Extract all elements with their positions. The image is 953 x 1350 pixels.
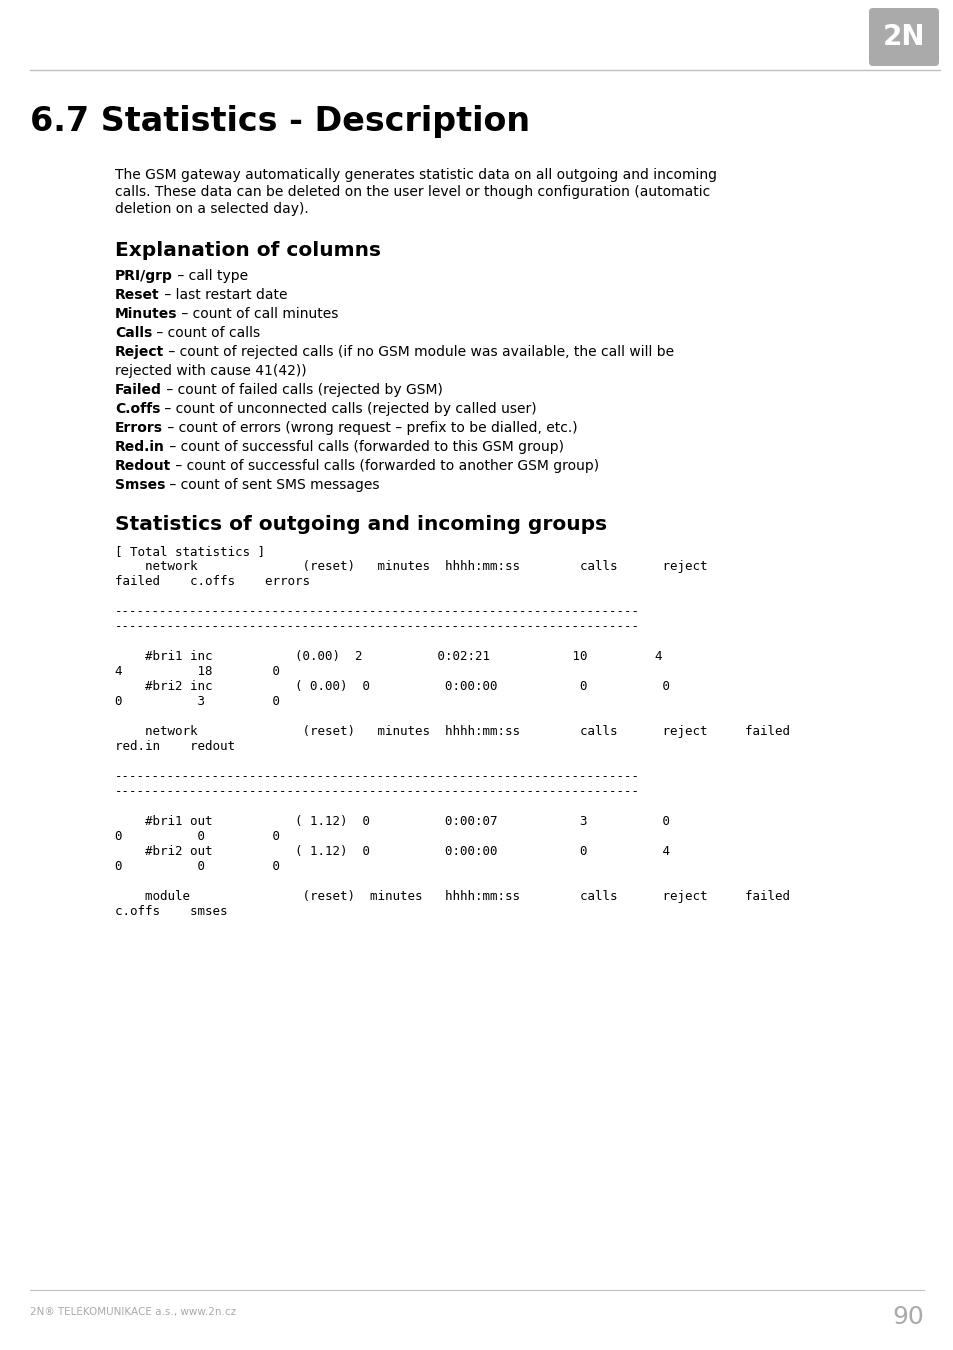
Text: 4          18        0: 4 18 0 <box>115 666 280 678</box>
Text: – call type: – call type <box>172 269 248 284</box>
Text: calls. These data can be deleted on the user level or though configuration (auto: calls. These data can be deleted on the … <box>115 185 709 198</box>
Text: red.in    redout: red.in redout <box>115 740 234 753</box>
Text: 90: 90 <box>891 1305 923 1328</box>
Text: – count of successful calls (forwarded to another GSM group): – count of successful calls (forwarded t… <box>172 459 598 472</box>
Text: ----------------------------------------------------------------------: ----------------------------------------… <box>115 784 639 798</box>
Text: Errors: Errors <box>115 421 163 435</box>
Text: #bri2 out           ( 1.12)  0          0:00:00           0          4: #bri2 out ( 1.12) 0 0:00:00 0 4 <box>115 845 669 859</box>
Text: network              (reset)   minutes  hhhh:mm:ss        calls      reject     : network (reset) minutes hhhh:mm:ss calls… <box>115 725 789 738</box>
Text: Reject: Reject <box>115 346 164 359</box>
Text: Minutes: Minutes <box>115 306 177 321</box>
Text: #bri1 inc           (0.00)  2          0:02:21           10         4: #bri1 inc (0.00) 2 0:02:21 10 4 <box>115 649 661 663</box>
Text: PRI/grp: PRI/grp <box>115 269 172 284</box>
Text: [ Total statistics ]: [ Total statistics ] <box>115 545 265 558</box>
Text: ----------------------------------------------------------------------: ----------------------------------------… <box>115 605 639 618</box>
Text: 0          3         0: 0 3 0 <box>115 695 280 707</box>
Text: – count of successful calls (forwarded to this GSM group): – count of successful calls (forwarded t… <box>165 440 563 454</box>
Text: rejected with cause 41(42)): rejected with cause 41(42)) <box>115 364 306 378</box>
Text: 2N® TELEKOMUNIKACE a.s., www.2n.cz: 2N® TELEKOMUNIKACE a.s., www.2n.cz <box>30 1307 236 1318</box>
Text: #bri2 inc           ( 0.00)  0          0:00:00           0          0: #bri2 inc ( 0.00) 0 0:00:00 0 0 <box>115 680 669 693</box>
Text: failed    c.offs    errors: failed c.offs errors <box>115 575 310 589</box>
Text: 0          0         0: 0 0 0 <box>115 830 280 842</box>
Text: network              (reset)   minutes  hhhh:mm:ss        calls      reject: network (reset) minutes hhhh:mm:ss calls… <box>115 560 707 572</box>
Text: 0          0         0: 0 0 0 <box>115 860 280 873</box>
Text: Redout: Redout <box>115 459 172 472</box>
Text: C.offs: C.offs <box>115 402 160 416</box>
Text: – count of rejected calls (if no GSM module was available, the call will be: – count of rejected calls (if no GSM mod… <box>164 346 674 359</box>
Text: – last restart date: – last restart date <box>159 288 287 302</box>
Text: 2N: 2N <box>882 23 924 51</box>
Text: #bri1 out           ( 1.12)  0          0:00:07           3          0: #bri1 out ( 1.12) 0 0:00:07 3 0 <box>115 815 669 828</box>
Text: Red.in: Red.in <box>115 440 165 454</box>
FancyBboxPatch shape <box>868 8 938 66</box>
Text: – count of failed calls (rejected by GSM): – count of failed calls (rejected by GSM… <box>162 383 442 397</box>
Text: Smses: Smses <box>115 478 165 491</box>
Text: – count of unconnected calls (rejected by called user): – count of unconnected calls (rejected b… <box>160 402 537 416</box>
Text: – count of sent SMS messages: – count of sent SMS messages <box>165 478 379 491</box>
Text: Statistics of outgoing and incoming groups: Statistics of outgoing and incoming grou… <box>115 514 606 535</box>
Text: Calls: Calls <box>115 325 152 340</box>
Text: Reset: Reset <box>115 288 159 302</box>
Text: ----------------------------------------------------------------------: ----------------------------------------… <box>115 769 639 783</box>
Text: The GSM gateway automatically generates statistic data on all outgoing and incom: The GSM gateway automatically generates … <box>115 167 717 182</box>
Text: module               (reset)  minutes   hhhh:mm:ss        calls      reject     : module (reset) minutes hhhh:mm:ss calls … <box>115 890 789 903</box>
Text: 6.7 Statistics - Description: 6.7 Statistics - Description <box>30 105 530 138</box>
Text: – count of calls: – count of calls <box>152 325 260 340</box>
Text: Failed: Failed <box>115 383 162 397</box>
Text: deletion on a selected day).: deletion on a selected day). <box>115 202 309 216</box>
Text: – count of call minutes: – count of call minutes <box>177 306 338 321</box>
Text: Explanation of columns: Explanation of columns <box>115 242 380 261</box>
Text: – count of errors (wrong request – prefix to be dialled, etc.): – count of errors (wrong request – prefi… <box>163 421 577 435</box>
Text: c.offs    smses: c.offs smses <box>115 904 227 918</box>
Text: ----------------------------------------------------------------------: ----------------------------------------… <box>115 620 639 633</box>
